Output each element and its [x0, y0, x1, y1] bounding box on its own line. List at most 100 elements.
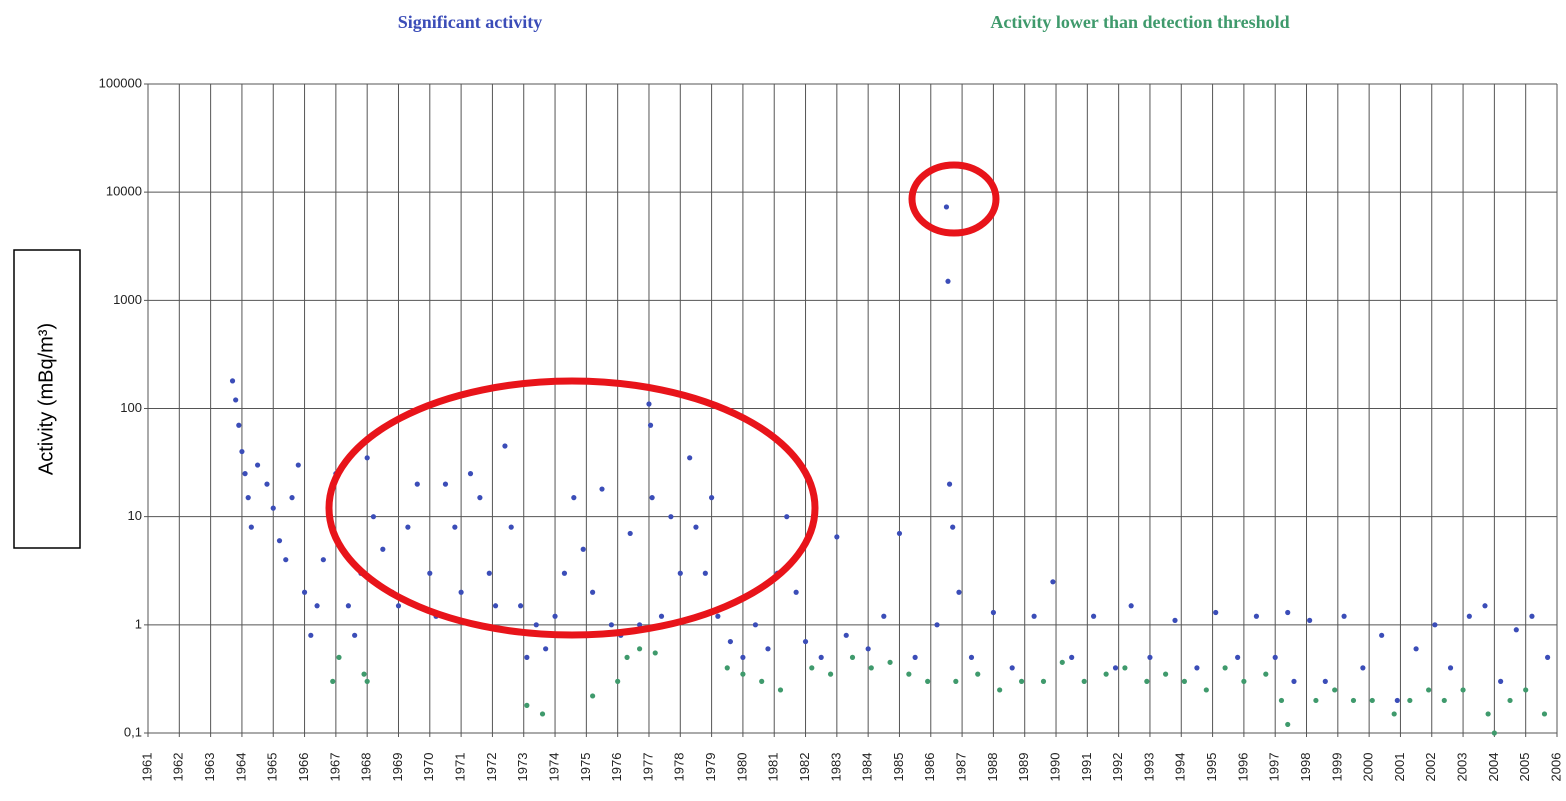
data-point — [777, 687, 784, 693]
data-point — [352, 632, 358, 638]
data-point — [1291, 678, 1297, 684]
y-tick-label: 1000 — [113, 292, 142, 307]
x-tick-label: 1974 — [546, 753, 561, 782]
data-point — [1272, 654, 1278, 660]
x-tick-label: 1990 — [1047, 753, 1062, 782]
data-point — [1163, 671, 1169, 677]
data-point — [1235, 654, 1241, 660]
data-point — [427, 570, 433, 576]
data-point — [1050, 579, 1056, 585]
data-point — [896, 530, 903, 537]
data-point — [834, 534, 840, 540]
data-point — [1307, 617, 1313, 623]
data-point — [320, 557, 326, 563]
data-point — [1081, 678, 1087, 684]
x-tick-label: 1982 — [797, 753, 812, 782]
data-point — [1545, 654, 1551, 660]
data-point — [442, 481, 449, 487]
data-point — [608, 622, 615, 628]
x-tick-label: 1964 — [233, 753, 248, 782]
data-point — [1090, 613, 1097, 619]
data-point — [646, 401, 652, 407]
data-point — [1529, 613, 1535, 619]
data-point — [561, 570, 568, 576]
data-point — [1447, 665, 1454, 671]
data-point — [827, 671, 834, 677]
data-point — [1263, 671, 1269, 677]
data-point — [552, 613, 558, 619]
data-point — [543, 646, 549, 652]
data-point — [314, 603, 320, 609]
data-point — [380, 546, 386, 552]
data-point — [809, 665, 815, 671]
y-tick-label: 0,1 — [124, 724, 142, 739]
data-point — [1103, 671, 1109, 677]
data-point — [668, 514, 674, 520]
data-point — [1122, 665, 1128, 671]
data-point — [1379, 632, 1385, 638]
data-point — [486, 570, 492, 576]
data-point — [524, 654, 530, 660]
data-point — [254, 462, 261, 468]
x-tick-label: 1996 — [1235, 753, 1250, 782]
y-axis-label: Activity (mBq/m³) — [35, 323, 57, 475]
legend-entry: Activity lower than detection threshold — [990, 12, 1289, 32]
data-point — [925, 678, 931, 684]
data-point — [1222, 665, 1228, 671]
x-tick-label: 1998 — [1298, 753, 1313, 782]
data-point — [1432, 622, 1438, 628]
data-point — [364, 455, 370, 461]
data-point — [865, 646, 871, 652]
data-point — [301, 589, 308, 595]
data-point — [727, 638, 733, 645]
data-point — [990, 609, 997, 616]
data-point — [599, 486, 605, 492]
x-tick-label: 2006 — [1548, 753, 1563, 782]
data-point — [1460, 687, 1466, 693]
data-point — [1181, 678, 1187, 684]
data-point — [740, 671, 746, 677]
data-point — [1213, 609, 1219, 616]
x-tick-label: 1980 — [734, 753, 749, 782]
y-tick-label: 10 — [128, 508, 142, 523]
data-point — [1491, 730, 1497, 736]
data-point — [414, 481, 420, 487]
data-point — [881, 613, 887, 619]
data-point — [539, 711, 546, 717]
data-point — [458, 589, 464, 595]
data-point — [624, 654, 630, 660]
data-point — [849, 654, 856, 660]
data-point — [953, 678, 959, 684]
data-point — [950, 524, 956, 530]
data-point — [1407, 697, 1413, 704]
data-point — [1350, 697, 1357, 704]
x-tick-label: 1983 — [828, 753, 843, 782]
x-tick-label: 1969 — [390, 753, 405, 782]
x-tick-label: 1962 — [171, 753, 186, 782]
x-tick-label: 1965 — [265, 753, 280, 782]
data-point — [370, 514, 377, 520]
data-point — [615, 678, 621, 684]
data-point — [627, 530, 633, 537]
data-point — [270, 505, 276, 511]
data-point — [1322, 678, 1328, 684]
data-point — [1523, 687, 1529, 693]
x-tick-label: 1976 — [609, 753, 624, 782]
data-point — [649, 495, 655, 501]
data-point — [1031, 613, 1037, 619]
data-point — [652, 650, 658, 656]
x-tick-label: 1999 — [1329, 753, 1344, 782]
y-tick-label: 100 — [120, 400, 142, 415]
data-point — [1441, 697, 1447, 704]
data-point — [245, 495, 251, 501]
data-point — [997, 687, 1003, 693]
data-point — [956, 589, 962, 595]
data-point — [1172, 617, 1178, 623]
data-point — [658, 613, 665, 619]
x-tick-label: 1994 — [1173, 753, 1188, 782]
data-point — [715, 613, 721, 619]
data-point — [395, 603, 402, 609]
data-point — [405, 524, 411, 530]
